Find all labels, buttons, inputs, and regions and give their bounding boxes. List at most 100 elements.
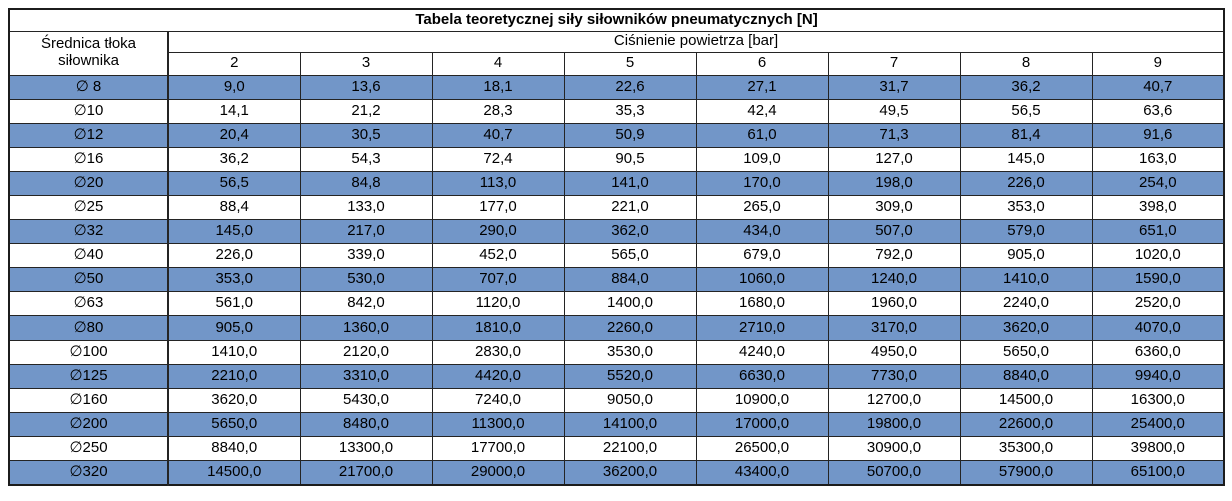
force-cell: 1400,0	[563, 291, 697, 317]
force-cell: 71,3	[827, 122, 961, 148]
pressure-value-header: 4	[431, 51, 565, 76]
force-cell: 14500,0	[959, 387, 1093, 413]
force-cell: 792,0	[827, 243, 961, 269]
force-cell: 1360,0	[299, 315, 433, 341]
force-cell: 651,0	[1091, 219, 1225, 245]
force-cell: 2830,0	[431, 339, 565, 365]
force-cell: 88,4	[167, 194, 301, 221]
table-row: ∅ 8 9,0 13,6 18,1 22,6 27,1 31,7 36,2 40,7	[8, 74, 1225, 100]
force-cell: 579,0	[959, 219, 1093, 245]
force-cell: 8480,0	[299, 411, 433, 437]
force-cell: 353,0	[959, 194, 1093, 221]
force-cell: 1020,0	[1091, 243, 1225, 269]
force-cell: 12700,0	[827, 387, 961, 413]
force-cell: 25400,0	[1091, 411, 1225, 437]
pressure-value-header: 2	[167, 51, 301, 76]
pressure-value-header: 6	[695, 51, 829, 76]
pressure-value-header: 3	[299, 51, 433, 76]
table-row: ∅25 88,4 133,0 177,0 221,0 265,0 309,0 353,0 398…	[8, 194, 1225, 221]
force-cell: 19800,0	[827, 411, 961, 437]
diameter-cell: ∅80	[8, 315, 169, 341]
force-cell: 36,2	[167, 146, 301, 172]
force-cell: 57900,0	[959, 459, 1093, 486]
force-cell: 14500,0	[167, 459, 301, 486]
force-cell: 1240,0	[827, 267, 961, 293]
force-cell: 707,0	[431, 267, 565, 293]
force-cell: 530,0	[299, 267, 433, 293]
diameter-cell: ∅ 8	[8, 74, 169, 100]
force-cell: 1810,0	[431, 315, 565, 341]
table-title: Tabela teoretycznej siły siłowników pneu…	[8, 8, 1225, 32]
force-cell: 2520,0	[1091, 291, 1225, 317]
force-cell: 4240,0	[695, 339, 829, 365]
force-cell: 398,0	[1091, 194, 1225, 221]
force-cell: 56,5	[959, 98, 1093, 124]
diameter-cell: ∅160	[8, 387, 169, 413]
force-cell: 7240,0	[431, 387, 565, 413]
table-row: ∅320 14500,0 21700,0 29000,0 36200,0 43400,0 5…	[8, 459, 1225, 486]
force-cell: 221,0	[563, 194, 697, 221]
force-cell: 8840,0	[167, 435, 301, 462]
force-cell: 3310,0	[299, 363, 433, 389]
force-cell: 353,0	[167, 267, 301, 293]
force-cell: 21700,0	[299, 459, 433, 486]
force-cell: 1680,0	[695, 291, 829, 317]
table-body: ∅ 8 9,0 13,6 18,1 22,6 27,1 31,7 36,2 40,7 ∅10 14,…	[8, 74, 1225, 486]
force-cell: 36200,0	[563, 459, 697, 486]
force-cell: 113,0	[431, 170, 565, 196]
diameter-cell: ∅100	[8, 339, 169, 365]
force-cell: 31,7	[827, 74, 961, 100]
force-cell: 127,0	[827, 146, 961, 172]
force-cell: 35300,0	[959, 435, 1093, 462]
force-cell: 43400,0	[695, 459, 829, 486]
force-cell: 22,6	[563, 74, 697, 100]
force-cell: 4070,0	[1091, 315, 1225, 341]
pneumatic-force-table: Tabela teoretycznej siły siłowników pneu…	[8, 8, 1226, 486]
table-row: ∅63 561,0 842,0 1120,0 1400,0 1680,0 1960,0 224…	[8, 291, 1225, 317]
force-cell: 9050,0	[563, 387, 697, 413]
force-cell: 50,9	[563, 122, 697, 148]
force-cell: 1120,0	[431, 291, 565, 317]
force-cell: 22600,0	[959, 411, 1093, 437]
force-cell: 26500,0	[695, 435, 829, 462]
force-cell: 30900,0	[827, 435, 961, 462]
force-cell: 81,4	[959, 122, 1093, 148]
force-cell: 84,8	[299, 170, 433, 196]
force-cell: 2260,0	[563, 315, 697, 341]
force-cell: 177,0	[431, 194, 565, 221]
pressure-value-header: 9	[1091, 51, 1225, 76]
diameter-cell: ∅16	[8, 146, 169, 172]
table-row: ∅100 1410,0 2120,0 2830,0 3530,0 4240,0 4950,0…	[8, 339, 1225, 365]
force-cell: 1060,0	[695, 267, 829, 293]
force-cell: 13300,0	[299, 435, 433, 462]
force-cell: 30,5	[299, 122, 433, 148]
force-cell: 29000,0	[431, 459, 565, 486]
force-cell: 42,4	[695, 98, 829, 124]
force-cell: 61,0	[695, 122, 829, 148]
force-cell: 13,6	[299, 74, 433, 100]
force-cell: 254,0	[1091, 170, 1225, 196]
force-cell: 4420,0	[431, 363, 565, 389]
force-cell: 40,7	[1091, 74, 1225, 100]
force-cell: 54,3	[299, 146, 433, 172]
force-cell: 5520,0	[563, 363, 697, 389]
force-cell: 35,3	[563, 98, 697, 124]
force-cell: 5430,0	[299, 387, 433, 413]
force-cell: 145,0	[959, 146, 1093, 172]
force-cell: 18,1	[431, 74, 565, 100]
force-cell: 198,0	[827, 170, 961, 196]
force-cell: 1410,0	[959, 267, 1093, 293]
force-cell: 50700,0	[827, 459, 961, 486]
force-cell: 141,0	[563, 170, 697, 196]
diameter-cell: ∅25	[8, 194, 169, 221]
diameter-cell: ∅20	[8, 170, 169, 196]
force-cell: 7730,0	[827, 363, 961, 389]
table-row: ∅250 8840,0 13300,0 17700,0 22100,0 26500,0 30…	[8, 435, 1225, 462]
force-cell: 40,7	[431, 122, 565, 148]
force-cell: 11300,0	[431, 411, 565, 437]
force-cell: 16300,0	[1091, 387, 1225, 413]
force-cell: 842,0	[299, 291, 433, 317]
diameter-cell: ∅12	[8, 122, 169, 148]
pressure-group-header: Ciśnienie powietrza [bar]	[167, 30, 1225, 53]
